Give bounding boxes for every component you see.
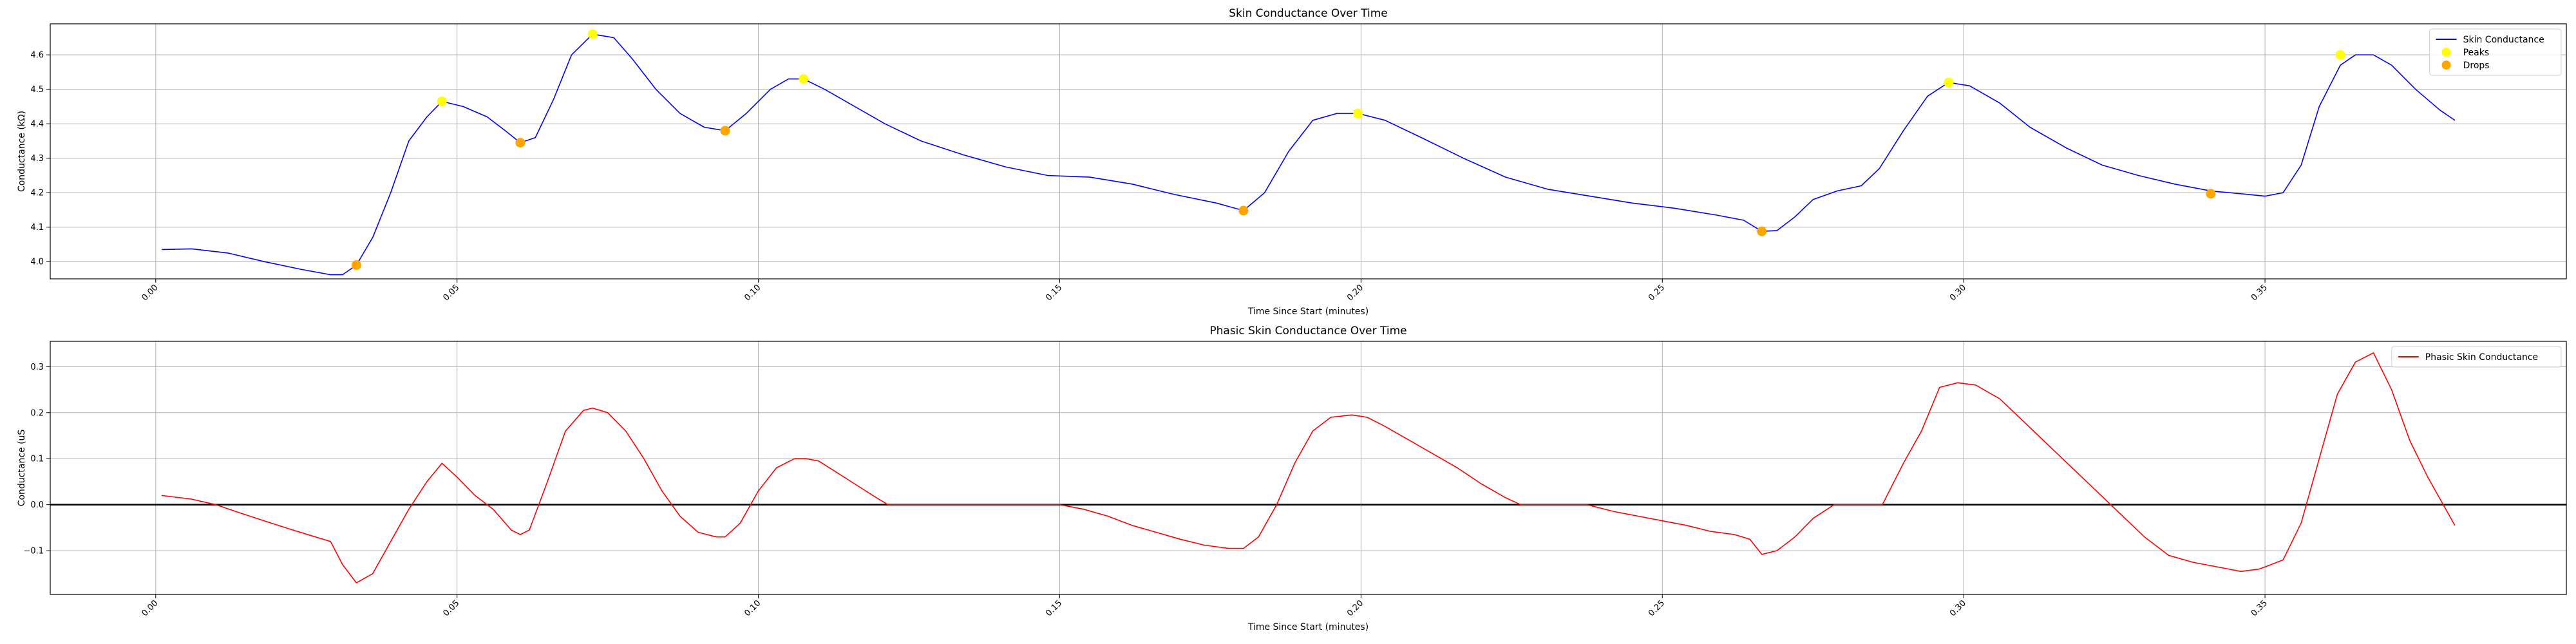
y-tick-label: 4.0: [30, 258, 44, 267]
x-tick-label: 0.20: [1345, 283, 1365, 303]
y-axis-label: Conductance (kΩ): [17, 111, 27, 192]
x-tick-label: 0.30: [1948, 283, 1968, 303]
axes-frame: [50, 341, 2567, 595]
x-tick-label: 0.05: [441, 598, 461, 618]
y-tick-label: 0.1: [30, 455, 44, 464]
x-tick-label: 0.30: [1948, 598, 1968, 618]
x-tick-label: 0.05: [441, 283, 461, 303]
x-tick-label: 0.20: [1345, 598, 1365, 618]
legend-entry: Skin Conductance: [2463, 35, 2544, 45]
drops-point: [351, 260, 361, 270]
x-tick-label: 0.00: [140, 283, 160, 303]
drops-point: [1238, 205, 1249, 216]
legend-box: [2429, 28, 2562, 76]
legend-box: [2391, 346, 2562, 368]
legend: Phasic Skin Conductance: [2391, 346, 2562, 368]
peaks-point: [587, 29, 598, 39]
skin-conductance-line: [162, 33, 2456, 276]
phasic-skin-conductance-line: [162, 352, 2456, 583]
peaks-point: [437, 96, 447, 106]
x-tick-label: 0.10: [743, 283, 762, 303]
x-tick-label: 0.15: [1044, 283, 1064, 303]
drops-point: [2206, 189, 2216, 199]
y-tick-label: 0.0: [30, 500, 44, 510]
x-axis-label: Time Since Start (minutes): [1247, 622, 1368, 632]
x-tick-label: 0.10: [743, 598, 762, 618]
y-tick-label: −0.1: [23, 547, 44, 556]
drops-point: [720, 126, 730, 136]
legend: Skin Conductance Peaks Drops: [2429, 28, 2562, 76]
y-tick-label: 4.2: [30, 189, 44, 198]
peaks-point: [1353, 108, 1363, 118]
legend-entry: Peaks: [2463, 48, 2490, 58]
drops-point: [515, 138, 526, 148]
legend-swatch: [2441, 61, 2451, 70]
x-tick-label: 0.35: [2249, 283, 2269, 303]
peaks-point: [1944, 77, 1954, 88]
x-tick-label: 0.15: [1044, 598, 1064, 618]
x-tick-label: 0.35: [2249, 598, 2269, 618]
y-tick-label: 4.1: [30, 223, 44, 232]
chart-title: Phasic Skin Conductance Over Time: [1209, 325, 1406, 337]
x-tick-label: 0.25: [1647, 598, 1667, 618]
phasic-conductance-panel: 0.00 0.05 0.10 0.15 0.20 0.25 0.30 0.35 −0.1 0.0 0…: [17, 325, 2567, 632]
skin-conductance-panel: 0.00 0.05 0.10 0.15 0.20 0.25 0.30 0.35 4.0 4.1 4.…: [17, 7, 2567, 317]
peaks-point: [2335, 50, 2345, 60]
y-tick-label: 0.3: [30, 363, 44, 372]
drops-point: [1757, 226, 1767, 236]
x-tick-label: 0.25: [1647, 283, 1667, 303]
legend-entry: Phasic Skin Conductance: [2425, 352, 2538, 363]
chart-title: Skin Conductance Over Time: [1229, 7, 1387, 20]
y-tick-label: 4.4: [30, 120, 44, 129]
y-tick-label: 4.5: [30, 85, 44, 95]
legend-entry: Drops: [2463, 61, 2490, 71]
y-tick-label: 4.6: [30, 51, 44, 61]
x-axis-label: Time Since Start (minutes): [1247, 307, 1368, 317]
y-axis-label: Conductance (uS: [17, 430, 27, 507]
legend-swatch: [2441, 48, 2451, 57]
y-tick-label: 0.2: [30, 408, 44, 418]
axes-frame: [50, 23, 2567, 279]
y-tick-label: 4.3: [30, 154, 44, 164]
peaks-point: [799, 74, 809, 84]
x-tick-label: 0.00: [140, 598, 160, 618]
